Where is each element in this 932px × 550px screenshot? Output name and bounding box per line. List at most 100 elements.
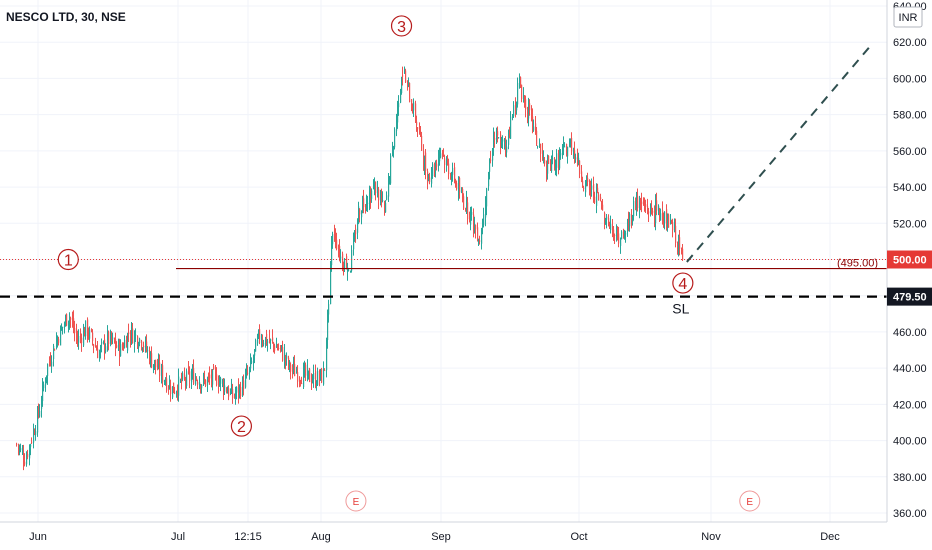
candle-body: [681, 247, 683, 253]
time-tick-label: 12:15: [234, 531, 262, 543]
candle-body: [191, 376, 193, 383]
candle-body: [635, 199, 637, 210]
candle-body: [197, 382, 199, 385]
candle-body: [92, 332, 94, 341]
candle-body: [317, 370, 319, 386]
candle-body: [83, 329, 85, 346]
candle-body: [663, 220, 665, 226]
candle-body: [246, 370, 248, 375]
candle-body: [662, 210, 664, 224]
candle-body: [181, 377, 183, 383]
candle-body: [602, 204, 604, 211]
candle-body: [529, 103, 531, 111]
candle-body: [124, 339, 126, 348]
candle-body: [65, 316, 67, 324]
time-axis[interactable]: Jun Jul 12:15 Aug Sep Oct Nov Dec: [29, 531, 840, 543]
earnings-event-label: E: [353, 497, 360, 508]
candle-body: [570, 138, 572, 143]
candles-group: [16, 66, 684, 471]
candle-body: [667, 213, 669, 224]
candle-body: [539, 146, 541, 148]
candle-body: [546, 162, 548, 177]
candle-body: [56, 339, 58, 349]
candle-body: [632, 217, 634, 222]
candle-body: [101, 341, 103, 344]
candle-body: [648, 211, 650, 214]
candle-body: [61, 327, 63, 330]
candle-body: [243, 380, 245, 390]
candle-body: [608, 218, 610, 227]
currency-box[interactable]: [893, 6, 923, 28]
candle-body: [57, 337, 59, 344]
price-tick-label: 520.00: [893, 218, 927, 230]
candle-body: [97, 348, 99, 359]
candle-body: [407, 81, 409, 83]
candle-body: [141, 341, 143, 348]
candle-body: [641, 201, 643, 205]
candle-body: [123, 347, 125, 349]
earnings-event-badge[interactable]: [739, 490, 761, 512]
candle-body: [195, 376, 197, 385]
candle-body: [559, 153, 561, 169]
candle-body: [628, 219, 630, 225]
candle-body: [258, 330, 260, 337]
candle-body: [76, 329, 78, 337]
candle-body: [37, 410, 39, 433]
candle-body: [409, 82, 411, 103]
candle-body: [560, 152, 562, 156]
candle-body: [87, 319, 89, 336]
candle-body: [458, 181, 460, 193]
candle-body: [679, 237, 681, 249]
candle-body: [307, 367, 309, 377]
candle-body: [550, 162, 552, 169]
candle-body: [340, 256, 342, 259]
candle-body: [151, 353, 153, 368]
candle-body: [467, 202, 469, 220]
candle-body: [226, 388, 228, 392]
candle-body: [452, 167, 454, 175]
candle-body: [454, 167, 456, 183]
candle-body: [319, 374, 321, 379]
candle-body: [158, 361, 160, 368]
candle-body: [501, 138, 503, 147]
candle-body: [72, 319, 74, 322]
candle-body: [643, 202, 645, 204]
candle-body: [74, 328, 76, 334]
time-tick-label: Aug: [311, 531, 331, 543]
candle-body: [456, 183, 458, 190]
candle-body: [342, 253, 344, 267]
candle-body: [535, 123, 537, 128]
candle-body: [235, 394, 237, 398]
candle-body: [347, 267, 349, 272]
candle-body: [423, 151, 425, 164]
candle-body: [442, 155, 444, 157]
candle-body: [517, 82, 519, 105]
candle-body: [239, 385, 241, 392]
candle-body: [327, 314, 329, 341]
candle-body: [429, 177, 431, 182]
candle-body: [284, 352, 286, 361]
candle-body: [398, 103, 400, 108]
candle-body: [262, 340, 264, 343]
candle-body: [315, 371, 317, 387]
candle-body: [654, 209, 656, 220]
earnings-event-badge[interactable]: [345, 490, 367, 512]
candle-body: [532, 116, 534, 130]
candle-body: [600, 197, 602, 200]
candle-body: [531, 113, 533, 115]
candle-body: [303, 368, 305, 388]
wave-label: 4: [678, 276, 687, 293]
candle-body: [413, 102, 415, 111]
candle-body: [644, 199, 646, 207]
candle-body: [100, 346, 102, 353]
currency-label[interactable]: INR: [899, 12, 918, 24]
sl-label: SL: [672, 300, 689, 316]
candle-body: [370, 190, 372, 202]
candle-body: [282, 347, 284, 361]
candle-body: [236, 387, 238, 393]
candle-body: [465, 209, 467, 211]
candle-body: [185, 379, 187, 383]
candle-body: [230, 390, 232, 394]
